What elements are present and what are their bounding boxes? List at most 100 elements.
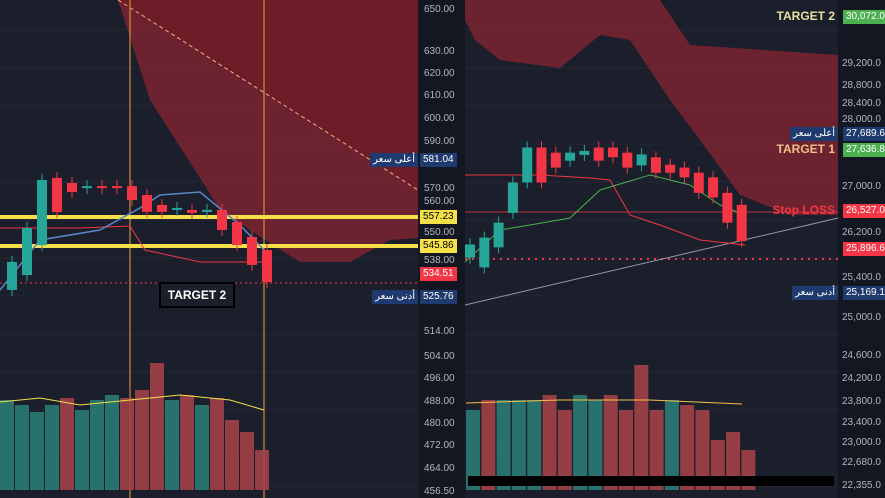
candle — [665, 164, 676, 173]
axis-tick-label: 650.00 — [424, 4, 455, 15]
candle — [465, 244, 475, 258]
axis-tick-label: 538.00 — [424, 255, 455, 266]
volume-bar — [664, 400, 679, 490]
price-tag: 25,896.6 — [843, 242, 885, 256]
axis-tick-label: 620.00 — [424, 68, 455, 79]
volume-bar — [195, 405, 209, 490]
candle — [550, 152, 561, 168]
candle — [217, 209, 227, 230]
volume-bar — [0, 400, 14, 490]
candle — [536, 147, 547, 183]
candle — [157, 204, 167, 212]
candle — [187, 209, 197, 213]
volume-bar — [466, 410, 480, 490]
candle — [22, 227, 32, 276]
axis-tick-label: 472.00 — [424, 440, 455, 451]
price-tag: أدنى سعر — [372, 290, 418, 304]
volume-bar — [557, 410, 572, 490]
axis-tick-label: 610.00 — [424, 90, 455, 101]
axis-tick-label: 24,600.0 — [842, 350, 881, 361]
axis-tick-label: 26,200.0 — [842, 227, 881, 238]
volume-bar — [511, 400, 526, 490]
volume-bar — [90, 400, 104, 490]
price-tag: أعلى سعر — [790, 127, 838, 141]
candle — [565, 152, 576, 161]
volume-bar — [619, 410, 633, 490]
candle — [736, 204, 747, 242]
volume-bar — [105, 395, 119, 490]
axis-tick-label: 27,000.0 — [842, 181, 881, 192]
candle — [37, 179, 47, 246]
axis-tick-label: 28,400.0 — [842, 98, 881, 109]
price-tag: 30,072.0 — [843, 10, 885, 24]
candle — [202, 209, 212, 212]
candle — [493, 222, 504, 248]
axis-tick-label: 22,680.0 — [842, 457, 881, 468]
volume-bar — [210, 398, 224, 490]
volume-ma-right — [465, 399, 743, 405]
volume-ma — [0, 394, 265, 411]
volume-bar — [75, 410, 89, 490]
price-tag: 27,636.8 — [843, 143, 885, 157]
axis-tick-label: 480.00 — [424, 418, 455, 429]
candle — [262, 250, 272, 283]
price-tag: أعلى سعر — [370, 153, 418, 167]
volume-bar — [60, 398, 74, 490]
candle — [67, 182, 77, 193]
volume-bar — [120, 398, 134, 490]
axis-tick-label: 28,800.0 — [842, 80, 881, 91]
candle — [622, 152, 633, 168]
price-tag: 581.04 — [420, 153, 457, 167]
volume-bar — [649, 410, 664, 490]
volume-bar — [15, 405, 29, 490]
price-tag: 545.86 — [420, 239, 457, 253]
trend-line-right — [464, 217, 839, 306]
axis-tick-label: 590.00 — [424, 136, 455, 147]
axis-tick-label: 560.00 — [424, 196, 455, 207]
level-label: TARGET 2 — [776, 9, 835, 23]
volume-bar — [588, 400, 603, 490]
trend-line — [117, 0, 419, 191]
axis-tick-label: 23,800.0 — [842, 396, 881, 407]
volume-bar — [680, 405, 695, 490]
volume-bar — [240, 432, 254, 490]
candle — [693, 172, 704, 193]
axis-tick-label: 464.00 — [424, 463, 455, 474]
price-tag: 525.76 — [420, 290, 457, 304]
candle — [650, 157, 661, 173]
volume-bar — [695, 410, 710, 490]
axis-tick-label: 600.00 — [424, 113, 455, 124]
candle — [127, 186, 137, 200]
axis-tick-label: 23,000.0 — [842, 437, 881, 448]
candle — [479, 237, 490, 268]
volume-bar — [726, 432, 741, 490]
axis-tick-label: 22,355.0 — [842, 480, 881, 491]
candle — [142, 195, 152, 212]
axis-tick-label: 496.00 — [424, 373, 455, 384]
price-tag: 26,527.0 — [843, 204, 885, 218]
axis-tick-label: 25,400.0 — [842, 272, 881, 283]
volume-bar — [496, 400, 511, 490]
axis-tick-label: 550.00 — [424, 227, 455, 238]
candle — [97, 186, 107, 189]
candle — [608, 147, 618, 158]
candle — [722, 192, 733, 223]
conversion-line-right — [464, 174, 746, 263]
candle — [232, 222, 242, 246]
candle — [247, 236, 257, 265]
volume-bar — [135, 390, 149, 490]
axis-tick-label: 29,200.0 — [842, 58, 881, 69]
axis-tick-label: 25,000.0 — [842, 312, 881, 323]
axis-tick-label: 23,400.0 — [842, 417, 881, 428]
volume-bar — [573, 395, 588, 490]
level-557 — [0, 215, 418, 219]
candle — [679, 167, 690, 178]
candle — [522, 147, 533, 183]
volume-bar — [165, 400, 179, 490]
candle — [7, 261, 17, 290]
cloud-right — [465, 0, 838, 215]
axis-tick-label: 24,200.0 — [842, 373, 881, 384]
candle — [636, 154, 647, 166]
candle — [507, 182, 518, 213]
